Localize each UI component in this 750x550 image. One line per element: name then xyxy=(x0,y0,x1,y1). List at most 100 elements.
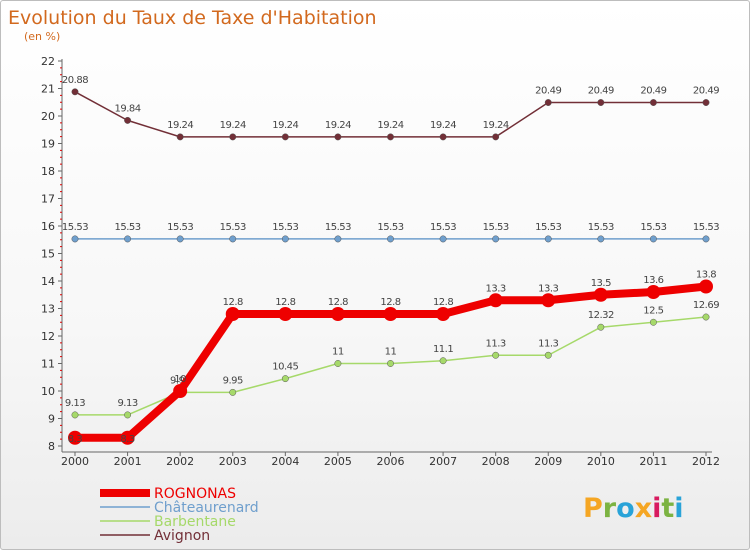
data-label: 11.3 xyxy=(486,338,506,349)
data-label: 13.3 xyxy=(538,283,558,294)
y-tick-label: 12 xyxy=(41,330,55,343)
y-tick-label: 19 xyxy=(41,138,55,151)
data-point xyxy=(173,384,188,398)
data-label: 15.53 xyxy=(588,222,614,233)
legend-label: ROGNONAS xyxy=(154,486,236,502)
data-point xyxy=(176,133,184,141)
data-point xyxy=(71,411,79,419)
logo-letter: o xyxy=(616,493,635,524)
data-point xyxy=(597,323,605,331)
x-tick-label: 2000 xyxy=(61,455,89,468)
y-tick-label: 11 xyxy=(41,358,55,371)
data-label: 15.53 xyxy=(535,222,561,233)
data-point xyxy=(439,133,447,141)
data-label: 9.13 xyxy=(117,398,137,409)
data-point xyxy=(492,351,500,359)
data-point xyxy=(124,411,132,419)
data-label: 20.49 xyxy=(588,86,614,97)
data-label: 13.6 xyxy=(643,275,663,286)
data-point xyxy=(541,293,556,308)
data-label: 15.53 xyxy=(272,222,298,233)
data-point xyxy=(439,235,447,243)
data-point xyxy=(387,360,394,367)
data-point xyxy=(702,313,710,321)
y-tick-label: 17 xyxy=(41,193,55,206)
data-point xyxy=(68,430,82,445)
data-label: 8.3 xyxy=(120,434,135,445)
y-tick-label: 22 xyxy=(41,55,55,68)
x-tick-label: 2004 xyxy=(271,455,299,468)
data-label: 11 xyxy=(332,347,344,358)
data-label: 12.69 xyxy=(693,300,719,311)
series-avignon: 20.88 19.84 19.24 19.24 19.24 19.24 19.24 19.24… xyxy=(62,75,720,141)
data-label: 11.3 xyxy=(538,338,558,349)
data-label: 12.5 xyxy=(643,305,663,316)
data-point xyxy=(71,88,79,96)
data-point xyxy=(281,235,289,243)
data-label: 19.24 xyxy=(483,120,509,131)
data-point xyxy=(229,388,237,396)
x-tick-label: 2009 xyxy=(534,455,562,468)
data-label: 12.8 xyxy=(433,297,453,308)
data-label: 10 xyxy=(174,374,186,385)
data-label: 13.8 xyxy=(696,270,716,281)
data-label: 12.8 xyxy=(328,297,348,308)
data-label: 12.8 xyxy=(223,297,243,308)
data-label: 11 xyxy=(385,347,397,358)
logo-letter: t xyxy=(661,493,674,524)
data-point xyxy=(330,307,345,321)
x-tick-label: 2002 xyxy=(166,455,194,468)
x-tick-label: 2001 xyxy=(114,455,142,468)
logo-letter: x xyxy=(635,493,652,524)
data-point xyxy=(124,116,132,124)
data-point xyxy=(383,307,398,321)
data-point xyxy=(699,279,713,294)
data-label: 19.24 xyxy=(272,120,298,131)
y-tick-label: 16 xyxy=(41,220,55,233)
x-tick-label: 2008 xyxy=(482,455,510,468)
y-tick-label: 14 xyxy=(41,275,55,288)
x-tick-label: 2006 xyxy=(377,455,405,468)
data-label: 12.8 xyxy=(380,297,400,308)
x-tick-label: 2011 xyxy=(639,455,667,468)
data-label: 13.5 xyxy=(591,278,611,289)
chart-subtitle: (en %) xyxy=(24,30,60,43)
data-label: 20.49 xyxy=(693,86,719,97)
data-point xyxy=(544,99,552,106)
legend-label: Barbentane xyxy=(154,514,236,530)
data-label: 11.1 xyxy=(433,344,453,355)
data-point xyxy=(492,133,500,141)
data-label: 19.24 xyxy=(430,120,456,131)
data-point xyxy=(593,287,608,302)
data-point xyxy=(387,235,394,243)
data-point xyxy=(281,375,289,383)
y-tick-label: 8 xyxy=(48,440,55,453)
data-point xyxy=(544,351,552,359)
data-label: 19.24 xyxy=(325,120,351,131)
data-label: 15.53 xyxy=(430,222,456,233)
logo-letter: i xyxy=(652,493,661,524)
data-label: 15.53 xyxy=(62,222,88,233)
data-label: 10.45 xyxy=(272,362,298,373)
data-label: 9.95 xyxy=(170,375,190,386)
y-tick-label: 21 xyxy=(41,83,55,96)
data-label: 15.53 xyxy=(377,222,403,233)
data-point xyxy=(334,360,342,367)
data-point xyxy=(120,430,135,445)
data-point xyxy=(281,133,289,141)
data-point xyxy=(702,99,710,106)
proxiti-logo: Proxiti xyxy=(583,493,684,524)
x-tick-label: 2010 xyxy=(587,455,615,468)
x-tick-label: 2007 xyxy=(429,455,457,468)
data-point xyxy=(488,293,503,308)
data-point xyxy=(71,235,79,243)
data-label: 19.24 xyxy=(220,120,246,131)
data-label: 15.53 xyxy=(325,222,351,233)
logo-letter: i xyxy=(674,493,683,524)
x-tick-label: 2005 xyxy=(324,455,352,468)
data-label: 20.49 xyxy=(535,86,561,97)
data-point xyxy=(124,235,132,243)
data-point xyxy=(334,235,342,243)
